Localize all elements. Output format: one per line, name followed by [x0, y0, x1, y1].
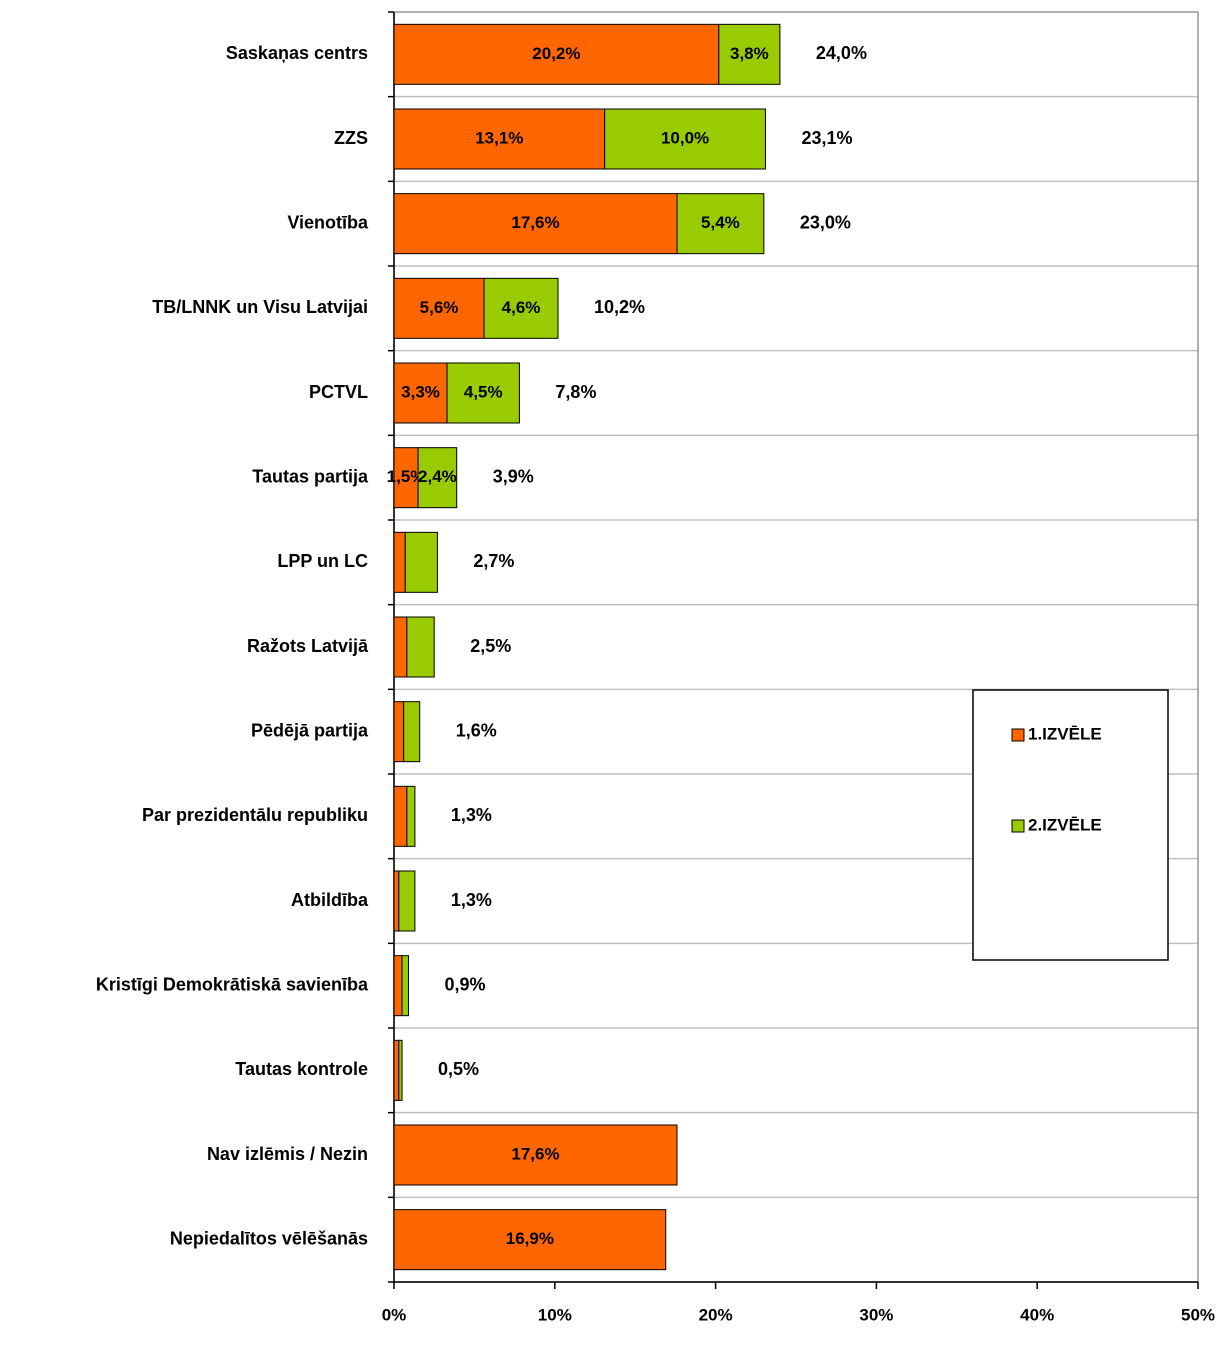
value-label: 3,3%	[401, 382, 440, 401]
y-tick-label: Tautas kontrole	[235, 1059, 368, 1079]
bar-segment	[398, 1039, 403, 1101]
bar-segment	[393, 955, 403, 1017]
legend-box	[972, 689, 1169, 961]
y-tick-label: TB/LNNK un Visu Latvijai	[152, 297, 368, 317]
value-label: 20,2%	[532, 44, 580, 63]
bar-segment	[401, 955, 409, 1017]
y-tick-label: LPP un LC	[277, 551, 368, 571]
legend-label: 2.IZVĒLE	[1028, 815, 1102, 834]
bar-segment	[483, 277, 559, 339]
bar-segment	[406, 785, 416, 847]
x-tick-label: 30%	[859, 1305, 893, 1324]
total-label: 10,2%	[594, 297, 645, 317]
y-tick-label: Kristīgi Demokrātiskā savienība	[96, 974, 369, 994]
value-label: 4,6%	[502, 298, 541, 317]
value-label: 3,8%	[730, 44, 769, 63]
value-label: 17,6%	[511, 213, 559, 232]
bar-segment	[406, 616, 435, 678]
legend-label: 1.IZVĒLE	[1028, 724, 1102, 743]
bar-segment	[393, 1124, 678, 1186]
bar-segment	[398, 870, 416, 932]
bar-segment	[393, 447, 419, 509]
total-label: 0,5%	[438, 1059, 479, 1079]
x-tick-label: 40%	[1020, 1305, 1054, 1324]
value-label: 4,5%	[464, 382, 503, 401]
total-label: 1,6%	[456, 720, 497, 740]
x-tick-label: 0%	[382, 1305, 407, 1324]
total-label: 7,8%	[555, 382, 596, 402]
y-tick-label: Saskaņas centrs	[226, 43, 368, 63]
value-label: 13,1%	[475, 128, 523, 147]
total-label: 3,9%	[493, 466, 534, 486]
y-tick-label: Pēdējā partija	[251, 720, 369, 740]
value-label: 5,6%	[420, 298, 459, 317]
bar-segment	[393, 1209, 667, 1271]
total-label: 24,0%	[816, 43, 867, 63]
total-label: 1,3%	[451, 805, 492, 825]
y-tick-label: Par prezidentālu republiku	[142, 805, 368, 825]
total-label: 1,3%	[451, 890, 492, 910]
bar-segment	[393, 23, 720, 85]
y-tick-label: ZZS	[334, 128, 368, 148]
bar-segment	[446, 362, 520, 424]
y-tick-label: Tautas partija	[252, 466, 369, 486]
total-label: 2,5%	[470, 636, 511, 656]
y-tick-label: PCTVL	[309, 382, 368, 402]
bar-segment	[404, 531, 438, 593]
total-label: 2,7%	[473, 551, 514, 571]
bar-segment	[393, 362, 448, 424]
bar-segment	[604, 108, 766, 170]
x-tick-label: 10%	[538, 1305, 572, 1324]
value-label: 16,9%	[506, 1229, 554, 1248]
y-tick-label: Atbildība	[291, 890, 369, 910]
total-label: 23,1%	[801, 128, 852, 148]
bar-segment	[393, 701, 405, 763]
bar-segment	[676, 193, 765, 255]
bar-segment	[718, 23, 781, 85]
value-label: 17,6%	[511, 1144, 559, 1163]
value-label: 5,4%	[701, 213, 740, 232]
y-tick-label: Nepiedalītos vēlēšanās	[170, 1228, 368, 1248]
bar-segment	[417, 447, 458, 509]
total-label: 0,9%	[444, 974, 485, 994]
bar-segment	[393, 870, 400, 932]
bar-segment	[393, 785, 408, 847]
bar-segment	[393, 277, 485, 339]
value-label: 10,0%	[661, 128, 709, 147]
bar-segment	[393, 616, 408, 678]
bar-segment	[393, 108, 606, 170]
value-label: 1,5%	[387, 467, 426, 486]
y-tick-label: Nav izlēmis / Nezin	[207, 1144, 368, 1164]
y-tick-label: Vienotība	[287, 212, 369, 232]
total-label: 23,0%	[800, 212, 851, 232]
bar-segment	[393, 1039, 400, 1101]
x-tick-label: 20%	[699, 1305, 733, 1324]
value-label: 2,4%	[418, 467, 457, 486]
legend-swatch	[1011, 819, 1025, 833]
x-tick-label: 50%	[1181, 1305, 1215, 1324]
legend-swatch	[1011, 728, 1025, 742]
bar-segment	[393, 531, 406, 593]
y-tick-label: Ražots Latvijā	[247, 636, 369, 656]
bar-segment	[403, 701, 421, 763]
